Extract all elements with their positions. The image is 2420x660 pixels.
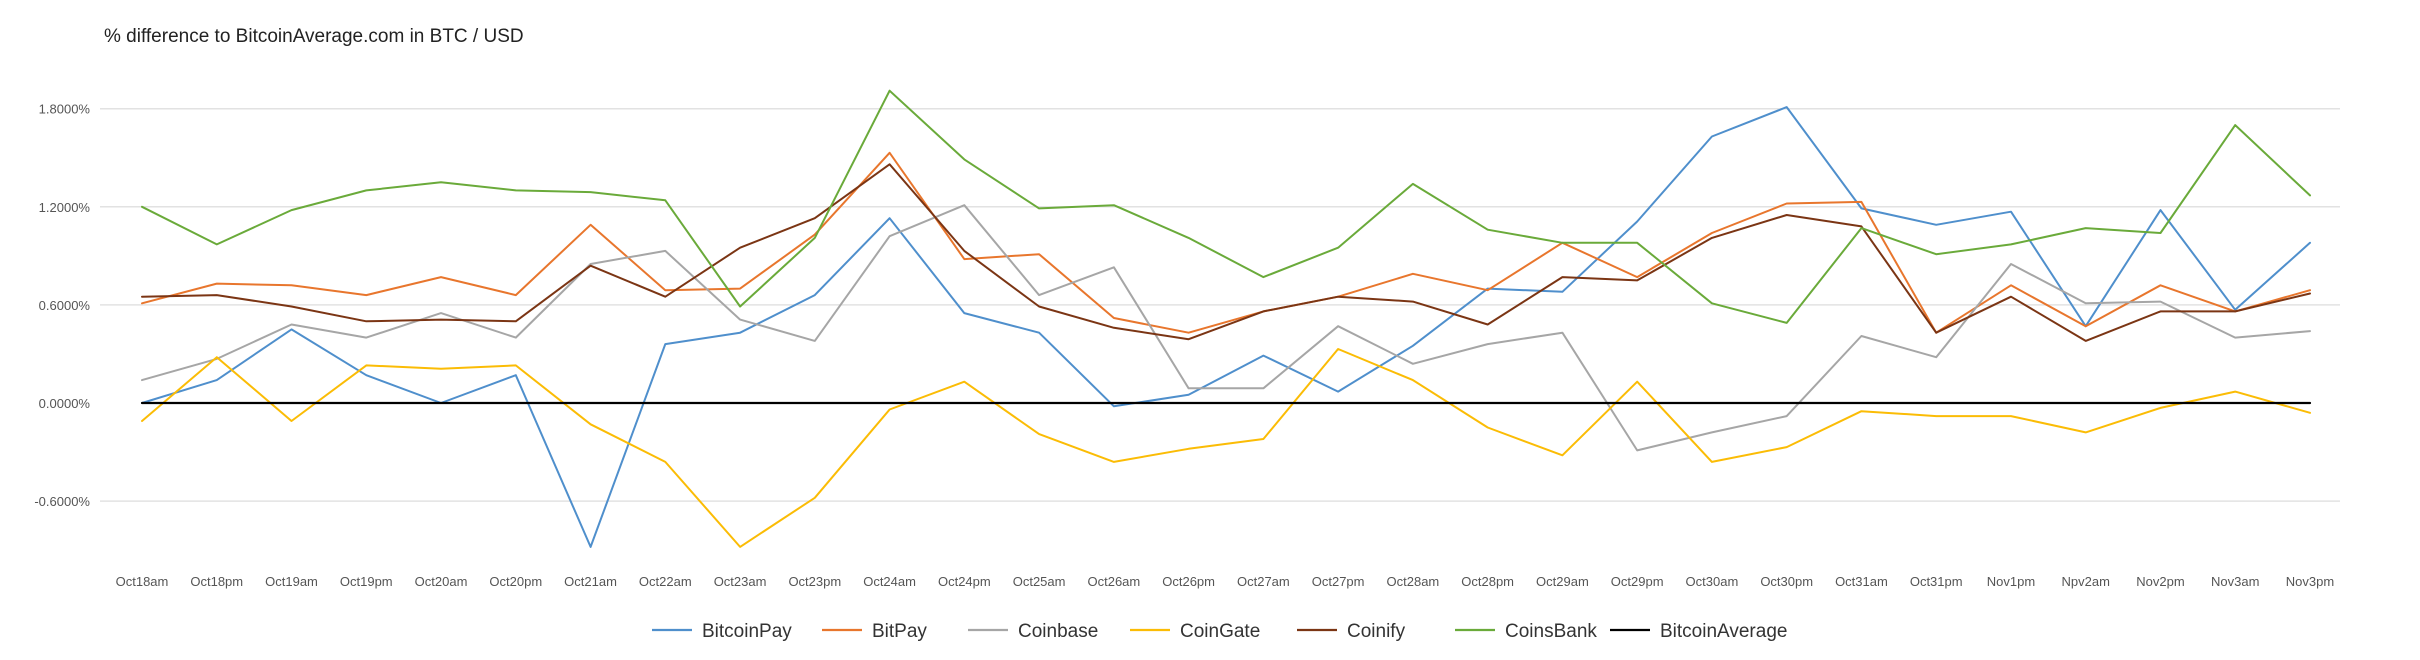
x-tick-label: Nov1pm [1987,574,2035,589]
series-line-coinsbank [141,89,2311,324]
series-line-bitpay [141,151,2311,334]
x-tick-label: Oct20am [415,574,468,589]
x-tick-label: Oct26am [1087,574,1140,589]
legend-label-bitpay: BitPay [872,621,927,642]
x-tick-label: Oct20pm [489,574,542,589]
x-tick-label: Oct29am [1536,574,1589,589]
x-tick-label: Npv2am [2062,574,2110,589]
x-tick-label: Oct19pm [340,574,393,589]
x-tick-label: Oct26pm [1162,574,1215,589]
series-line-bitcoinpay [141,106,2311,548]
x-tick-label: Oct31pm [1910,574,1963,589]
y-axis: 1.8000% 1.2000% 0.6000% 0.0000% -0.6000% [34,102,90,509]
series-line-coinbase [141,204,2311,452]
x-tick-label: Oct18pm [190,574,243,589]
series-line-coinify [141,163,2311,342]
x-tick-label: Nov2pm [2136,574,2184,589]
y-tick-label: 0.0000% [39,396,91,411]
x-tick-label: Oct21am [564,574,617,589]
legend-label-coingate: CoinGate [1180,621,1260,642]
series-line-coingate [141,348,2311,548]
x-tick-label: Oct19am [265,574,318,589]
x-tick-label: Oct22am [639,574,692,589]
legend-label-coinbase: Coinbase [1018,621,1098,642]
x-tick-label: Oct24pm [938,574,991,589]
legend-label-bitcoinaverage: BitcoinAverage [1660,621,1787,642]
x-tick-label: Oct24am [863,574,916,589]
x-tick-label: Oct27pm [1312,574,1365,589]
legend-label-coinsbank: CoinsBank [1505,621,1597,642]
x-tick-label: Nov3am [2211,574,2259,589]
x-tick-label: Oct30pm [1760,574,1813,589]
x-tick-label: Oct31am [1835,574,1888,589]
y-tick-label: -0.6000% [34,494,90,509]
y-tick-label: 1.2000% [39,200,91,215]
x-tick-label: Oct23pm [788,574,841,589]
x-tick-label: Oct28pm [1461,574,1514,589]
series-layer [140,89,2312,548]
legend: BitcoinPay BitPay Coinbase CoinGate Coinify C… [652,621,1787,642]
x-tick-label: Oct29pm [1611,574,1664,589]
x-tick-label: Oct30am [1686,574,1739,589]
x-tick-label: Oct27am [1237,574,1290,589]
x-tick-label: Nov3pm [2286,574,2334,589]
x-tick-label: Oct23am [714,574,767,589]
y-tick-label: 1.8000% [39,102,91,117]
legend-label-bitcoinpay: BitcoinPay [702,621,792,642]
x-tick-label: Oct28am [1387,574,1440,589]
y-tick-label: 0.6000% [39,298,91,313]
legend-label-coinify: Coinify [1347,621,1406,642]
x-tick-label: Oct25am [1013,574,1066,589]
grid-layer [100,107,2340,502]
chart-title: % difference to BitcoinAverage.com in BT… [104,26,524,47]
x-axis: Oct18am Oct18pm Oct19am Oct19pm Oct20am Oct20… [116,574,2335,589]
x-tick-label: Oct18am [116,574,169,589]
